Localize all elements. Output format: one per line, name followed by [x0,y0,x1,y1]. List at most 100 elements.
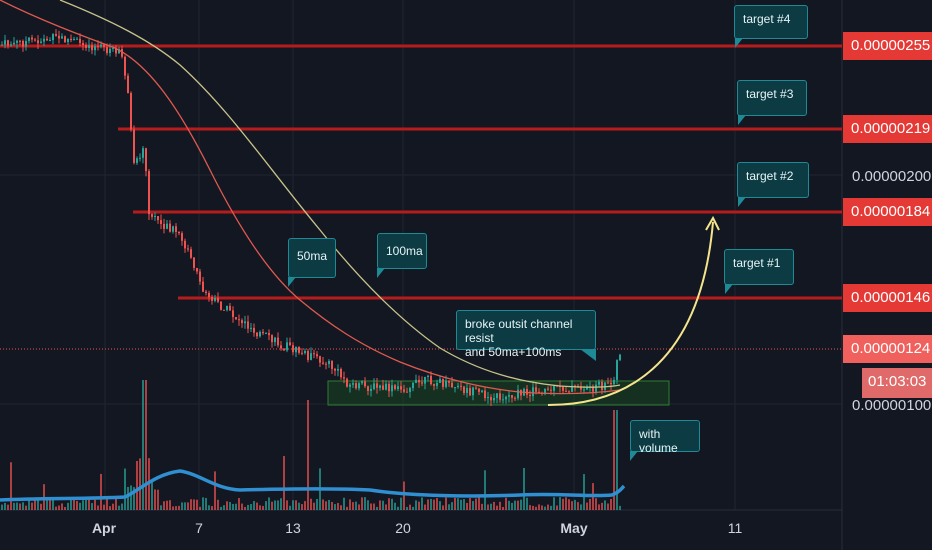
candle-body [538,391,540,393]
volume-bar [196,499,198,510]
candle-body [550,389,552,391]
volume-bar [124,468,126,510]
ma50-callout: 50ma [288,238,336,287]
candle-body [88,45,90,48]
candle-body [40,41,42,44]
volume-bar [271,501,273,510]
volume-bar [106,498,108,510]
candle-body [334,368,336,371]
volume-bar [544,506,546,510]
volume-bar [100,473,102,510]
volume-bar [217,499,219,510]
candle-body [61,36,63,39]
breakout-text-line1: broke outsit channel resist [465,317,573,345]
candle-body [7,40,9,46]
volume-bar [220,506,222,510]
candle-body [439,378,441,383]
candle-body [73,38,75,41]
volume-callout: with volume [630,420,700,461]
candle-body [172,226,174,232]
volume-bar [331,501,333,510]
candle-body [361,381,363,384]
candle-body [259,331,261,337]
candle-body [373,383,375,389]
volume-bar [601,502,603,510]
candle-body [304,350,306,354]
candle-body [1,44,3,46]
volume-bar [181,502,183,510]
volume-bar [187,502,189,510]
volume-bar [256,502,258,510]
volume-bar [436,498,438,510]
volume-bar [13,502,15,510]
candle-body [253,327,255,333]
volume-bar [613,410,615,510]
volume-bar [157,489,159,510]
volume-bar [595,498,597,510]
volume-bar [523,468,525,510]
y-tick-200: 0.00000200 [852,168,931,185]
candle-body [508,395,510,397]
candle-body [484,390,486,399]
candle-body [568,391,570,393]
volume-bar [304,501,306,510]
volume-bar [535,506,537,510]
target3-text: target #3 [746,87,794,101]
volume-bar [160,505,162,510]
candle-body [337,368,339,371]
candle-body [517,389,519,399]
volume-bar [136,460,138,510]
volume-bar [121,503,123,510]
volume-bar [163,501,165,510]
volume-bar [208,505,210,510]
candle-body [571,385,573,392]
volume-bar [394,502,396,510]
candle-body [532,387,534,397]
candle-body [616,360,618,380]
candle-body [34,39,36,41]
candle-body [346,378,348,387]
volume-bar [349,499,351,510]
volume-bar [520,499,522,510]
volume-bar [175,506,177,510]
candle-body [379,385,381,388]
volume-bar [538,504,540,510]
volume-bar [205,497,207,510]
volume-bar [505,497,507,510]
volume-bar [571,501,573,510]
candle-body [502,399,504,401]
candle-body [433,384,435,386]
candle-body [136,158,138,163]
volume-bar [283,456,285,510]
candle-body [406,391,408,393]
volume-bar [1,504,3,510]
volume-bar [529,505,531,510]
volume-bar [25,505,27,510]
volume-bar [373,503,375,510]
candle-body [79,38,81,44]
candle-body [127,75,129,94]
candle-body [37,40,39,44]
candle-body [58,35,60,39]
volume-bar [355,501,357,510]
volume-bar [286,500,288,510]
candle-body [100,44,102,47]
candle-body [265,333,267,335]
volume-bar [19,503,21,510]
volume-bar [400,497,402,510]
candle-body [268,333,270,336]
volume-bar [22,502,24,510]
candle-body [277,337,279,346]
candle-body [64,36,66,43]
volume-bar [70,497,72,510]
candle-body [328,360,330,365]
volume-bar [358,504,360,510]
candle-body [409,388,411,392]
volume-bar [334,504,336,510]
volume-bar [325,501,327,510]
candle-body [238,319,240,321]
candle-body [214,298,216,301]
candle-body [313,353,315,355]
volume-bar [154,489,156,510]
volume-bar [112,503,114,510]
